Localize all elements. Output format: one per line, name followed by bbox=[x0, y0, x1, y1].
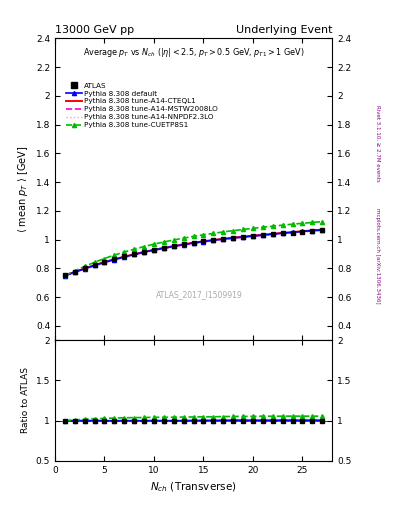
Text: 13000 GeV pp: 13000 GeV pp bbox=[55, 25, 134, 35]
Text: Average $p_T$ vs $N_{ch}$ ($|\eta| < 2.5$, $p_T > 0.5$ GeV, $p_{T1} > 1$ GeV): Average $p_T$ vs $N_{ch}$ ($|\eta| < 2.5… bbox=[83, 46, 304, 59]
Text: Rivet 3.1.10, ≥ 2.7M events: Rivet 3.1.10, ≥ 2.7M events bbox=[375, 105, 380, 182]
Text: Underlying Event: Underlying Event bbox=[235, 25, 332, 35]
Y-axis label: Ratio to ATLAS: Ratio to ATLAS bbox=[21, 368, 30, 434]
Text: ATLAS_2017_I1509919: ATLAS_2017_I1509919 bbox=[156, 290, 242, 300]
Y-axis label: $\langle$ mean $p_T$ $\rangle$ [GeV]: $\langle$ mean $p_T$ $\rangle$ [GeV] bbox=[16, 145, 30, 233]
Text: mcplots.cern.ch [arXiv:1306.3436]: mcplots.cern.ch [arXiv:1306.3436] bbox=[375, 208, 380, 304]
X-axis label: $N_{ch}$ (Transverse): $N_{ch}$ (Transverse) bbox=[150, 480, 237, 494]
Legend: ATLAS, Pythia 8.308 default, Pythia 8.308 tune-A14-CTEQL1, Pythia 8.308 tune-A14: ATLAS, Pythia 8.308 default, Pythia 8.30… bbox=[64, 81, 220, 130]
